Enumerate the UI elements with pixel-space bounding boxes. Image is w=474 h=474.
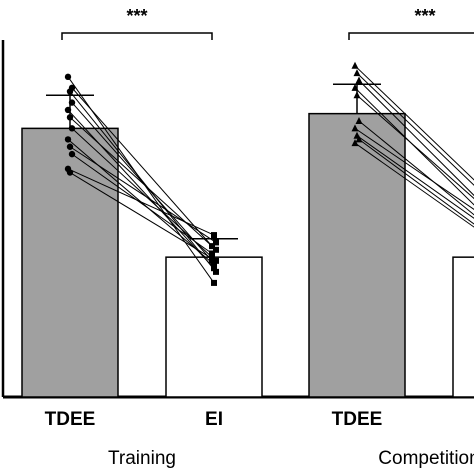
paired-line-training-5 [71, 127, 213, 258]
significance-layer [61, 32, 474, 40]
paired-line-training-11 [71, 87, 213, 247]
paired-line-competition-8 [358, 138, 474, 225]
point-training-ei-8 [209, 250, 215, 257]
point-competition-tdee-2 [355, 76, 363, 84]
bar-training-ei [165, 256, 263, 398]
point-training-tdee-8 [68, 150, 76, 158]
paired-line-training-8 [71, 153, 213, 254]
tick-label-training-tdee: TDEE [45, 409, 96, 430]
point-training-ei-11 [209, 243, 215, 250]
point-competition-tdee-4 [353, 91, 361, 99]
tick-label-training-ei: EI [205, 409, 223, 430]
point-training-ei-2 [209, 257, 215, 264]
point-training-tdee-3 [64, 106, 72, 114]
point-training-tdee-2 [68, 99, 76, 106]
significance-label-training: *** [126, 6, 147, 26]
point-training-ei-4 [213, 246, 219, 253]
points-layer [64, 61, 363, 286]
point-training-ei-7 [213, 239, 219, 246]
point-competition-tdee-0 [351, 61, 359, 69]
point-training-ei-1 [213, 268, 219, 275]
paired-line-training-9 [67, 168, 215, 236]
point-training-tdee-11 [68, 84, 76, 92]
point-training-ei-10 [213, 257, 219, 264]
paired-line-competition-7 [356, 135, 474, 219]
point-training-tdee-6 [64, 136, 72, 143]
tick-label-competition-tdee: TDEE [332, 409, 383, 430]
paired-line-competition-1 [356, 72, 474, 186]
paired-line-competition-2 [358, 80, 474, 197]
point-training-tdee-7 [66, 143, 74, 150]
paired-line-training-7 [69, 146, 217, 243]
point-training-ei-6 [211, 261, 217, 268]
bar-competition-tdee [308, 112, 406, 398]
point-training-ei-3 [211, 265, 217, 272]
paired-line-competition-5 [358, 120, 474, 216]
point-training-tdee-5 [68, 125, 76, 132]
significance-bracket-training [61, 32, 213, 40]
point-competition-tdee-8 [355, 135, 363, 143]
bar-competition-ei [452, 256, 474, 398]
point-training-ei-9 [211, 232, 217, 239]
paired-line-competition-6 [354, 127, 474, 210]
point-training-ei-5 [209, 254, 215, 261]
point-training-ei-0 [211, 279, 217, 286]
point-competition-tdee-6 [351, 124, 359, 132]
point-training-tdee-0 [64, 73, 72, 81]
point-competition-tdee-9 [351, 139, 359, 147]
significance-label-competition: *** [414, 6, 435, 26]
paired-line-training-10 [69, 172, 217, 262]
paired-line-training-1 [69, 91, 217, 273]
paired-line-competition-0 [354, 65, 474, 181]
point-training-tdee-4 [66, 114, 74, 121]
point-competition-tdee-5 [355, 117, 363, 124]
group-label-competition: Competition [378, 448, 474, 469]
paired-line-training-4 [69, 116, 217, 251]
paired-line-competition-9 [354, 142, 474, 228]
point-competition-tdee-3 [351, 83, 359, 91]
paired-line-competition-4 [356, 94, 474, 200]
paired-line-competition-3 [354, 87, 474, 206]
bars-layer [21, 112, 474, 398]
paired-lines-layer [67, 65, 474, 284]
significance-bracket-competition [348, 32, 474, 40]
paired-line-training-3 [67, 109, 215, 269]
point-training-tdee-10 [66, 169, 74, 176]
group-label-training: Training [108, 448, 176, 469]
paired-line-training-2 [71, 102, 213, 262]
point-competition-tdee-1 [353, 69, 361, 77]
